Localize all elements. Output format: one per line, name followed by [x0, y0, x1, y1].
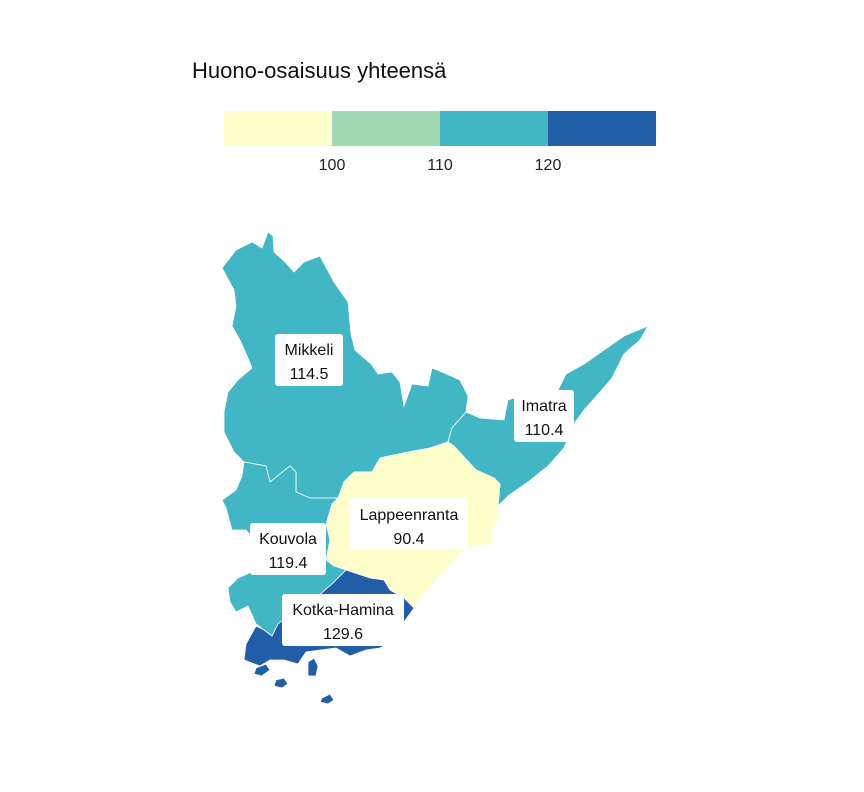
label-mikkeli-value: 114.5	[290, 366, 329, 383]
legend-swatch-4	[548, 111, 656, 146]
region-kotka-hamina-island	[273, 677, 289, 689]
legend-tick-120: 120	[535, 157, 562, 174]
label-kouvola: Kouvola 119.4	[250, 523, 326, 575]
label-lappeenranta-name: Lappeenranta	[360, 507, 459, 524]
label-kouvola-value: 119.4	[269, 555, 308, 572]
label-kotka-hamina-value: 129.6	[323, 626, 363, 643]
legend-tick-100: 100	[319, 157, 346, 174]
label-mikkeli-name: Mikkeli	[285, 342, 334, 359]
legend-tick-110: 110	[427, 157, 453, 174]
label-imatra-value: 110.4	[525, 422, 564, 439]
region-kotka-hamina-island	[253, 663, 271, 677]
label-lappeenranta: Lappeenranta 90.4	[350, 498, 468, 550]
region-kotka-hamina-island	[319, 693, 335, 705]
label-kouvola-name: Kouvola	[259, 531, 317, 548]
labels: Mikkeli 114.5 Imatra 110.4 Lappeenranta …	[250, 334, 574, 646]
label-kotka-hamina: Kotka-Hamina 129.6	[282, 594, 404, 646]
map-title: Huono-osaisuus yhteensä	[192, 58, 447, 83]
label-imatra-name: Imatra	[521, 398, 566, 415]
label-mikkeli: Mikkeli 114.5	[275, 334, 343, 386]
label-imatra: Imatra 110.4	[514, 390, 574, 442]
label-kotka-hamina-name: Kotka-Hamina	[292, 602, 393, 619]
legend-swatch-2	[332, 111, 440, 146]
legend-swatch-3	[440, 111, 548, 146]
region-kotka-hamina-island	[307, 657, 319, 677]
label-lappeenranta-value: 90.4	[393, 531, 424, 548]
legend: 100 110 120	[224, 111, 656, 174]
legend-swatch-1	[224, 111, 332, 146]
